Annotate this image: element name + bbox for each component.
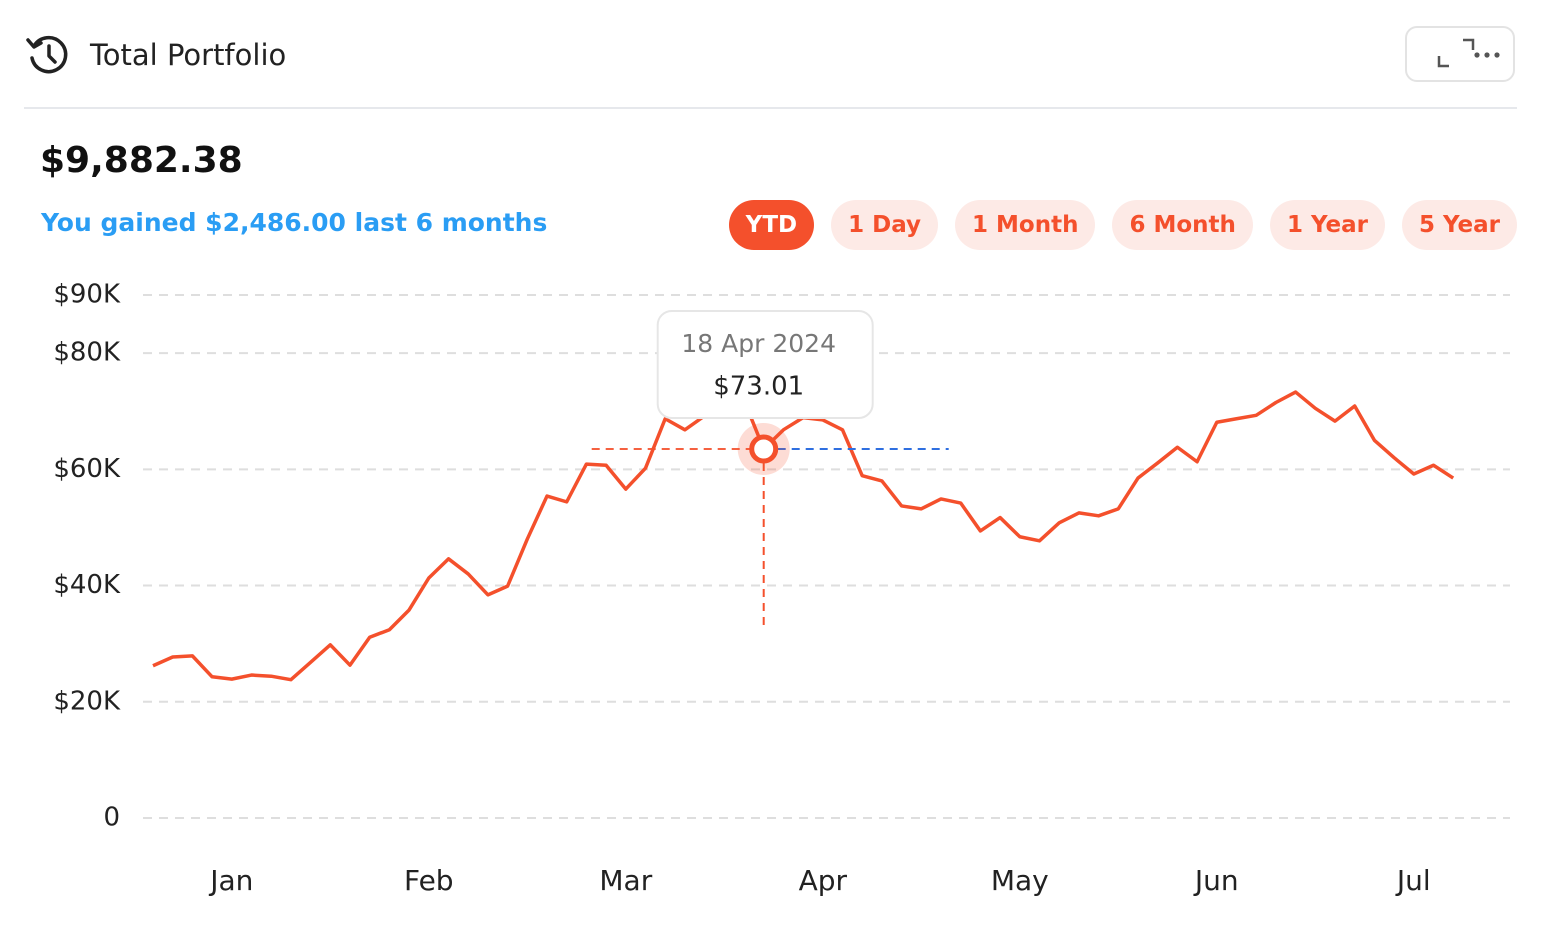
balance: $9,882.38 xyxy=(40,140,243,181)
range-button[interactable]: YTD xyxy=(728,200,815,250)
x-tick-label: Apr xyxy=(799,864,848,897)
tool-icons xyxy=(1437,38,1500,68)
card-title: Total Portfolio xyxy=(90,38,287,72)
x-tick-label: Jul xyxy=(1395,864,1431,897)
price-line xyxy=(152,390,1455,682)
more-button[interactable] xyxy=(1474,52,1500,58)
x-tick-label: May xyxy=(991,864,1049,897)
tool-buttons xyxy=(1405,26,1515,82)
expand-button[interactable] xyxy=(1437,38,1475,68)
y-tick-label: 0 xyxy=(103,803,120,833)
range-buttons: YTD 1 Day 1 Month 6 Month 1 Year 5 Year xyxy=(728,200,1517,250)
range-button[interactable]: 1 Year xyxy=(1269,200,1385,250)
marker xyxy=(749,434,779,464)
range-button[interactable]: 1 Day xyxy=(831,200,939,250)
range-button[interactable]: 5 Year xyxy=(1401,200,1517,250)
y-tick-label: $20K xyxy=(53,686,121,716)
y-tick-label: $90K xyxy=(53,280,121,310)
tooltip-value: $73.01 xyxy=(713,371,804,401)
history-icon xyxy=(26,35,68,74)
tooltip-date: 18 Apr 2024 xyxy=(681,329,836,358)
range-button[interactable]: 6 Month xyxy=(1112,200,1253,250)
x-tick-label: Feb xyxy=(404,864,454,897)
x-tick-label: Jun xyxy=(1193,864,1239,897)
y-tick-label: $40K xyxy=(53,570,121,600)
x-tick-label: Jan xyxy=(208,864,253,897)
range-button[interactable]: 1 Month xyxy=(955,200,1096,250)
y-tick-label: $80K xyxy=(53,338,121,368)
x-tick-label: Mar xyxy=(599,864,652,897)
tooltip xyxy=(656,309,874,419)
divider xyxy=(24,107,1517,109)
gain-text: You gained $2,486.00 last 6 months xyxy=(41,208,548,237)
y-tick-label: $60K xyxy=(53,454,121,484)
